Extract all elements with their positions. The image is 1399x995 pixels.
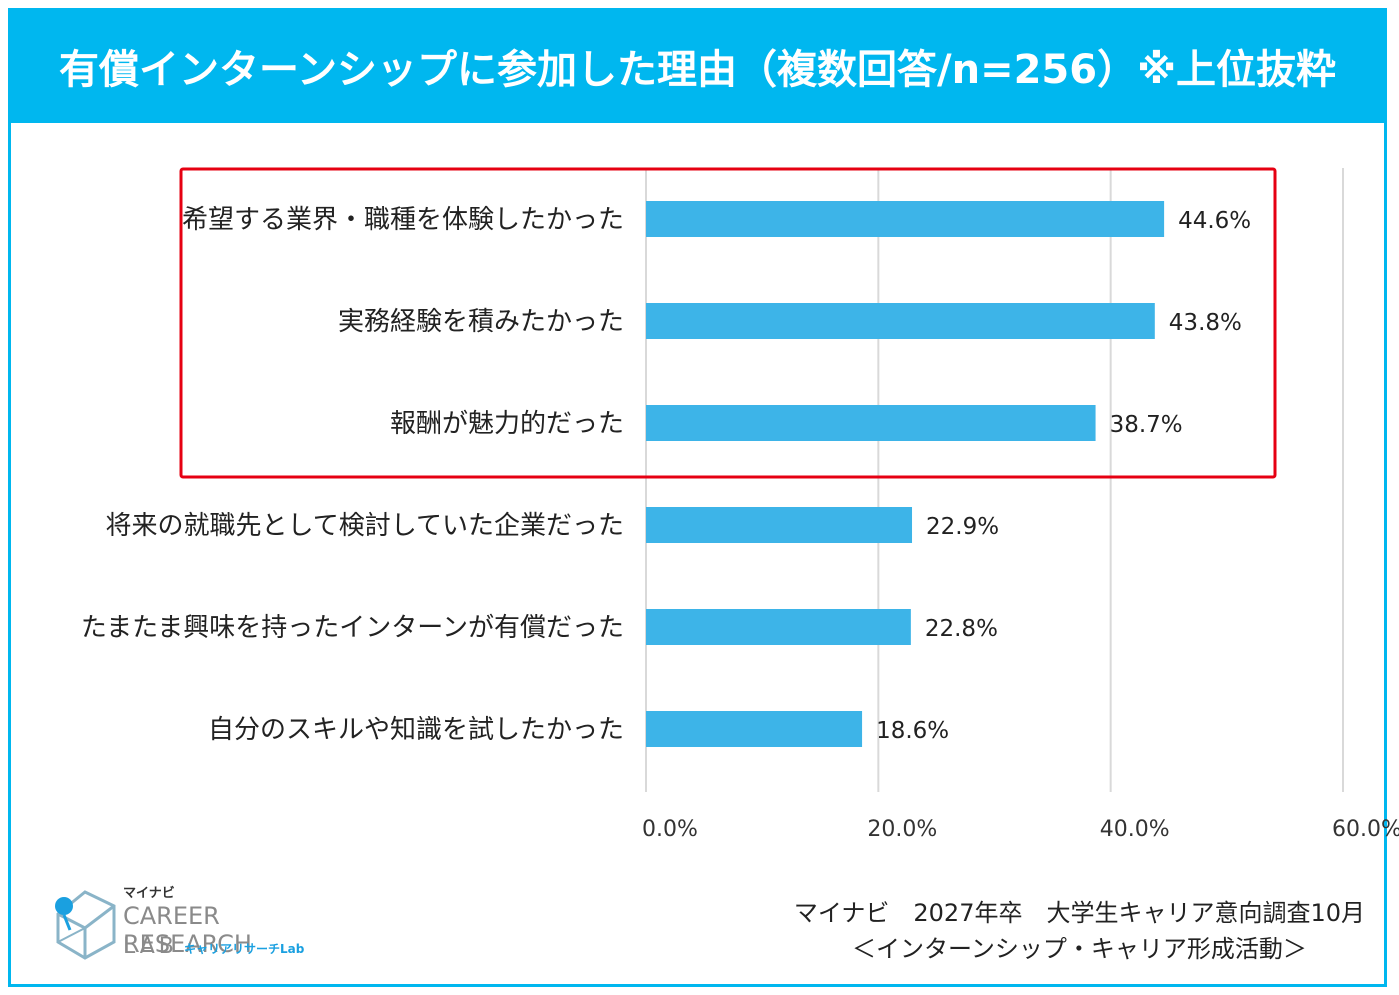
x-tick-label: 20.0% <box>867 817 937 842</box>
logo-brand-kana: キャリアリサーチLab <box>184 942 305 956</box>
category-label: 報酬が魅力的だった <box>390 409 624 439</box>
bar <box>646 609 911 645</box>
highlight-box <box>179 167 1277 479</box>
category-label: 実務経験を積みたかった <box>338 307 624 337</box>
logo-brand-main: CAREER RESEARCH <box>123 902 252 958</box>
cube-pin-icon <box>55 890 116 960</box>
bar <box>646 507 913 543</box>
value-label: 43.8% <box>1169 310 1242 336</box>
category-label: 自分のスキルや知識を試したかった <box>208 715 624 745</box>
logo-brand-lab: LAB <box>123 934 178 959</box>
category-label: たまたま興味を持ったインターンが有償だった <box>81 613 624 643</box>
source-line-2: ＜インターンシップ・キャリア形成活動＞ <box>852 935 1307 963</box>
bar <box>646 201 1165 237</box>
source-line-1: マイナビ 2027年卒 大学生キャリア意向調査10月 <box>793 899 1365 927</box>
logo-brand-small: マイナビ <box>123 886 175 901</box>
category-label: 将来の就職先として検討していた企業だった <box>106 511 624 541</box>
bar <box>646 303 1155 339</box>
logo: マイナビ CAREER RESEARCH LAB キャリアリサーチLab <box>50 878 350 968</box>
header-banner: 有償インターンシップに参加した理由（複数回答/n=256）※上位抜粋 <box>8 8 1387 123</box>
value-label: 38.7% <box>1110 412 1183 438</box>
chart-title: 有償インターンシップに参加した理由（複数回答/n=256）※上位抜粋 <box>59 46 1336 93</box>
x-tick-label: 0.0% <box>642 817 698 842</box>
category-label: 希望する業界・職種を体験したかった <box>182 205 624 235</box>
value-label: 44.6% <box>1178 208 1251 234</box>
value-label: 22.8% <box>925 616 998 642</box>
bar <box>646 405 1096 441</box>
x-tick-label: 40.0% <box>1100 817 1170 842</box>
source-note: マイナビ 2027年卒 大学生キャリア意向調査10月 ＜インターンシップ・キャリ… <box>794 895 1365 967</box>
x-tick-label: 60.0% <box>1332 817 1399 842</box>
bar <box>646 711 863 747</box>
value-label: 22.9% <box>926 514 999 540</box>
value-label: 18.6% <box>876 718 949 744</box>
